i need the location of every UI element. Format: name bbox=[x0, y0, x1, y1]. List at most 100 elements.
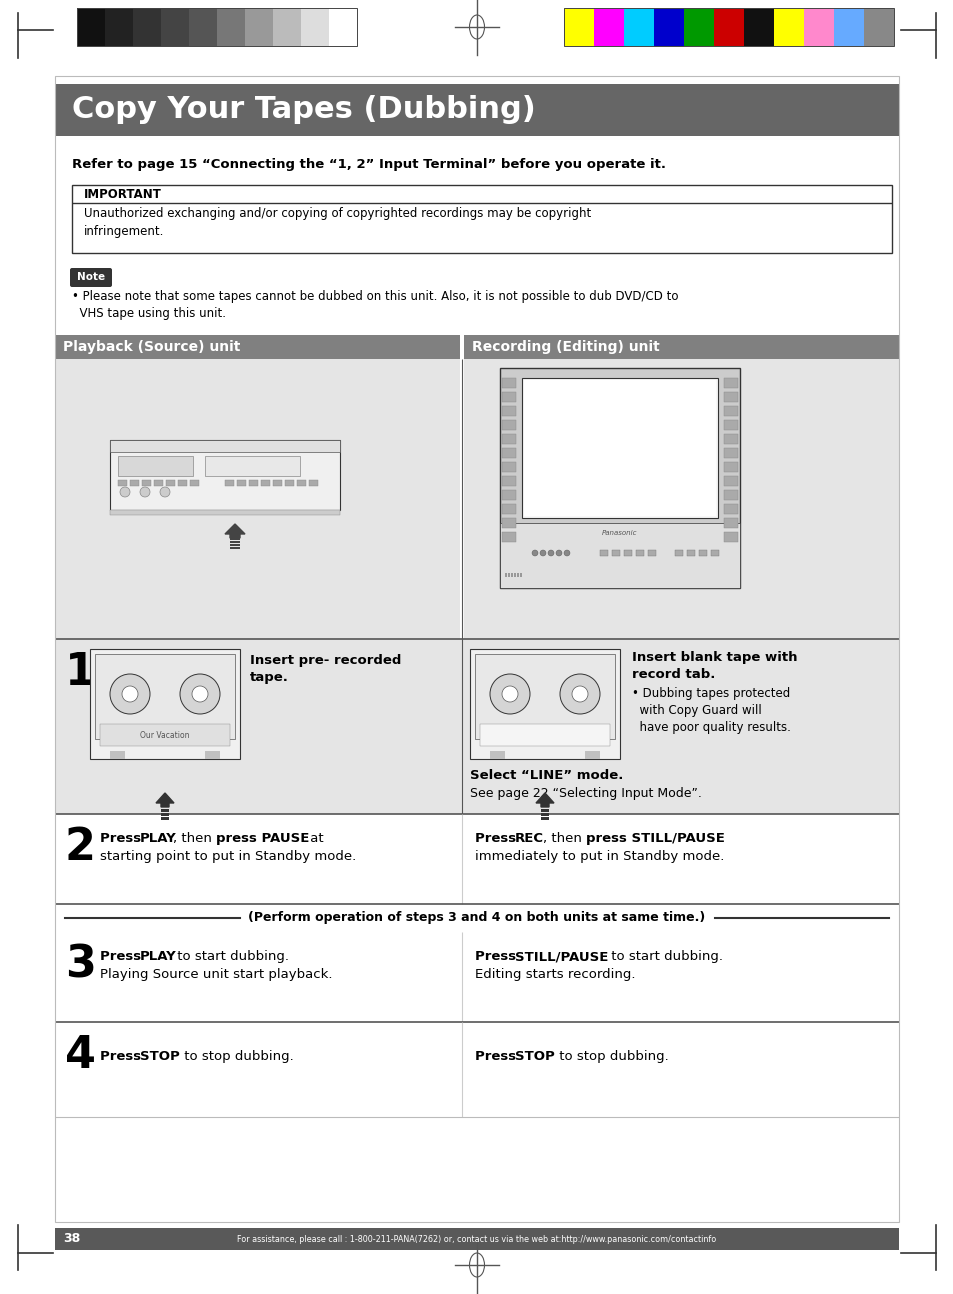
Bar bbox=[499, 367, 740, 587]
Bar bbox=[501, 421, 516, 430]
Bar bbox=[863, 8, 893, 47]
FancyArrow shape bbox=[225, 524, 245, 538]
Bar bbox=[636, 550, 643, 556]
Bar bbox=[523, 380, 716, 516]
Bar bbox=[540, 809, 548, 813]
Text: See page 22 “Selecting Input Mode”.: See page 22 “Selecting Input Mode”. bbox=[470, 787, 701, 800]
Bar bbox=[110, 510, 339, 515]
Bar bbox=[205, 455, 299, 476]
Bar bbox=[110, 751, 125, 760]
Text: • Dubbing tapes protected
  with Copy Guard will
  have poor quality results.: • Dubbing tapes protected with Copy Guar… bbox=[631, 687, 790, 734]
Text: STOP: STOP bbox=[515, 1049, 554, 1062]
Circle shape bbox=[572, 686, 587, 703]
Text: Recording (Editing) unit: Recording (Editing) unit bbox=[472, 340, 659, 355]
Bar bbox=[245, 8, 273, 47]
Bar bbox=[132, 8, 161, 47]
Bar bbox=[594, 8, 623, 47]
Bar bbox=[110, 440, 339, 510]
Text: press STILL/PAUSE: press STILL/PAUSE bbox=[585, 832, 724, 845]
Circle shape bbox=[563, 550, 569, 556]
Text: to start dubbing.: to start dubbing. bbox=[606, 950, 722, 963]
Bar bbox=[118, 455, 193, 476]
Bar bbox=[514, 573, 516, 577]
Bar bbox=[501, 433, 516, 444]
Text: Unauthorized exchanging and/or copying of copyrighted recordings may be copyrigh: Unauthorized exchanging and/or copying o… bbox=[84, 207, 591, 238]
Bar bbox=[301, 8, 329, 47]
Text: Copy Your Tapes (Dubbing): Copy Your Tapes (Dubbing) bbox=[71, 96, 536, 124]
Text: • Please note that some tapes cannot be dubbed on this unit. Also, it is not pos: • Please note that some tapes cannot be … bbox=[71, 290, 678, 320]
Bar bbox=[803, 8, 833, 47]
Bar bbox=[55, 76, 898, 1222]
Text: Press: Press bbox=[100, 832, 146, 845]
Bar bbox=[142, 480, 151, 487]
Bar bbox=[517, 573, 518, 577]
Bar bbox=[623, 8, 654, 47]
Bar bbox=[55, 814, 898, 905]
Bar bbox=[723, 406, 738, 415]
Text: , then: , then bbox=[542, 832, 585, 845]
Bar bbox=[130, 480, 139, 487]
Bar bbox=[110, 440, 339, 452]
Circle shape bbox=[539, 550, 545, 556]
Text: Our Vacation: Our Vacation bbox=[140, 731, 190, 739]
Bar bbox=[654, 8, 683, 47]
Bar bbox=[699, 550, 706, 556]
Bar bbox=[161, 809, 169, 813]
Bar bbox=[189, 8, 216, 47]
Bar bbox=[296, 480, 306, 487]
Bar bbox=[285, 480, 294, 487]
Bar bbox=[501, 503, 516, 514]
Bar bbox=[190, 480, 199, 487]
Text: starting point to put in Standby mode.: starting point to put in Standby mode. bbox=[100, 850, 355, 863]
Text: 3: 3 bbox=[65, 945, 95, 987]
Bar bbox=[563, 8, 594, 47]
Bar bbox=[501, 518, 516, 528]
Bar bbox=[178, 480, 187, 487]
Bar bbox=[161, 8, 189, 47]
Bar bbox=[95, 653, 234, 739]
Circle shape bbox=[559, 674, 599, 714]
Circle shape bbox=[556, 550, 561, 556]
Bar bbox=[511, 573, 513, 577]
Bar bbox=[501, 476, 516, 487]
Text: Playing Source unit start playback.: Playing Source unit start playback. bbox=[100, 968, 333, 981]
Bar bbox=[463, 335, 898, 358]
Bar bbox=[540, 813, 548, 817]
Bar bbox=[55, 76, 898, 1222]
Bar bbox=[90, 650, 240, 760]
Bar bbox=[723, 518, 738, 528]
Bar bbox=[723, 392, 738, 402]
Bar bbox=[501, 490, 516, 499]
Bar bbox=[623, 550, 631, 556]
Bar bbox=[236, 480, 246, 487]
Bar bbox=[501, 532, 516, 542]
Bar bbox=[55, 905, 898, 932]
Circle shape bbox=[122, 686, 138, 703]
Text: PLAY: PLAY bbox=[140, 950, 176, 963]
Bar bbox=[501, 406, 516, 415]
Text: Refer to page 15 “Connecting the “1, 2” Input Terminal” before you operate it.: Refer to page 15 “Connecting the “1, 2” … bbox=[71, 158, 665, 171]
Bar bbox=[55, 639, 898, 814]
Bar bbox=[230, 541, 240, 543]
Bar bbox=[55, 84, 898, 136]
Bar bbox=[118, 480, 127, 487]
Circle shape bbox=[490, 674, 530, 714]
Bar bbox=[501, 448, 516, 458]
Bar bbox=[723, 378, 738, 388]
Text: For assistance, please call : 1-800-211-PANA(7262) or, contact us via the web at: For assistance, please call : 1-800-211-… bbox=[237, 1234, 716, 1244]
Bar bbox=[71, 185, 891, 254]
Bar bbox=[463, 358, 898, 639]
Bar bbox=[521, 378, 718, 518]
Text: Press: Press bbox=[475, 950, 520, 963]
FancyArrow shape bbox=[156, 793, 173, 807]
Bar bbox=[230, 547, 240, 549]
Bar bbox=[161, 813, 169, 817]
Bar bbox=[105, 8, 132, 47]
Bar bbox=[833, 8, 863, 47]
Bar bbox=[216, 8, 245, 47]
Text: immediately to put in Standby mode.: immediately to put in Standby mode. bbox=[475, 850, 723, 863]
Bar bbox=[563, 8, 893, 47]
Bar bbox=[723, 448, 738, 458]
Circle shape bbox=[192, 686, 208, 703]
Bar bbox=[55, 932, 898, 1022]
